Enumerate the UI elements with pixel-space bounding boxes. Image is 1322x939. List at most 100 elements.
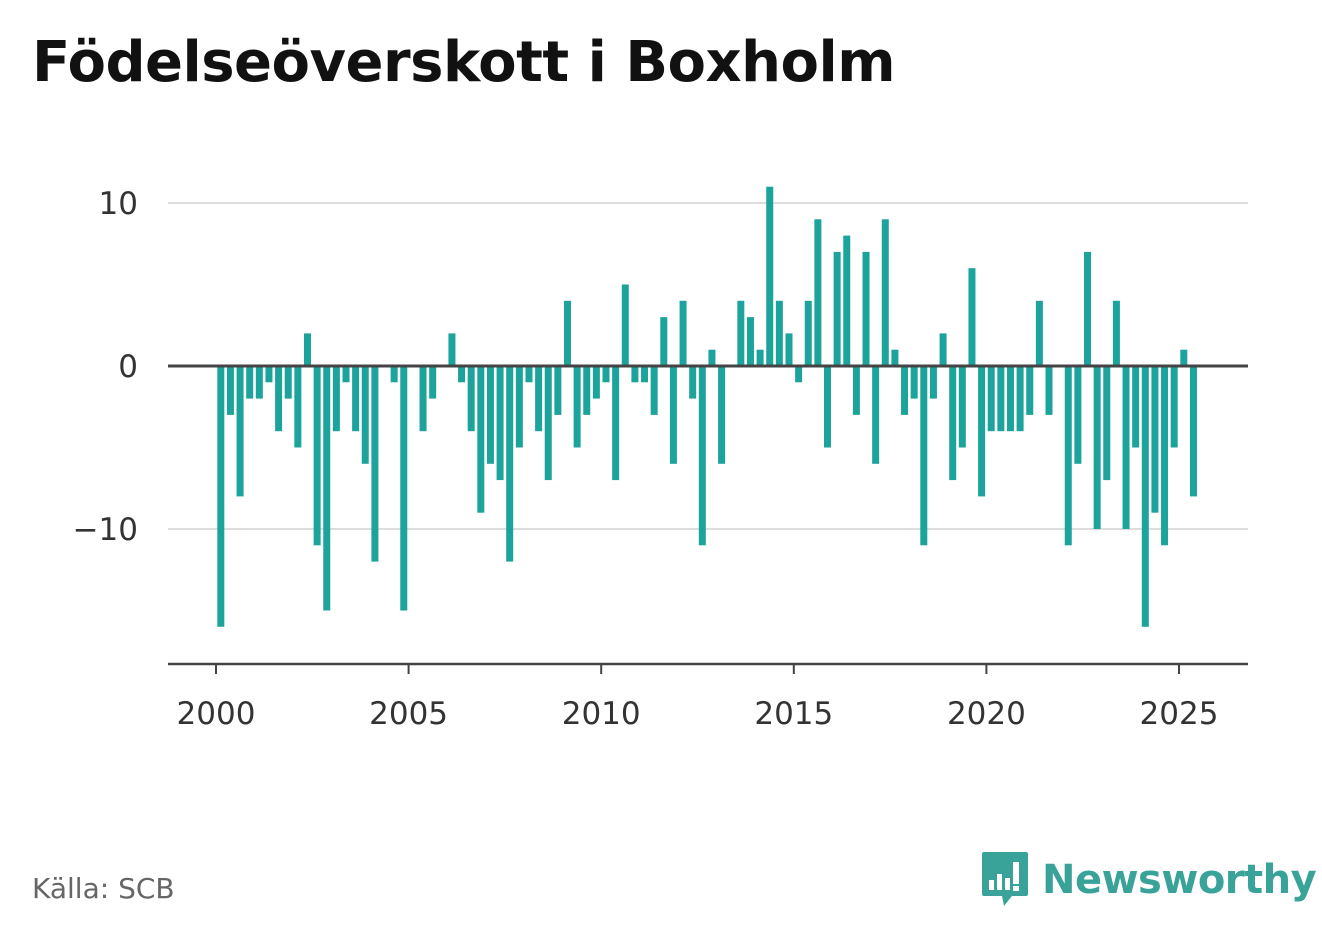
bar [872,366,880,464]
y-tick-label: 0 [118,349,138,385]
bar [1112,300,1120,366]
bar [987,366,995,432]
bar [833,251,841,366]
x-tick-label: 2000 [177,696,256,732]
bar [564,300,571,366]
bar [284,366,292,399]
bar [246,366,254,399]
bar [371,366,379,562]
bar [400,366,408,611]
bar [1122,366,1130,529]
bar [1074,366,1082,464]
bar [1161,366,1169,546]
bar [544,366,552,481]
bar [689,366,697,399]
bar [939,333,947,366]
tick-labels: 10 0 −10 2000 2005 2010 2015 2020 2025 [73,186,1219,732]
bar [775,300,783,366]
bar [698,366,706,546]
bar [1189,366,1197,497]
bar [303,333,311,366]
bar [621,284,629,366]
bar [592,366,600,399]
bar [881,219,889,366]
bar [226,366,234,415]
brand-logo[interactable]: Newsworthy [980,850,1317,910]
bar [1093,366,1101,529]
bar [669,366,677,464]
bar [217,366,225,627]
bar [679,300,687,366]
bar [1141,366,1149,627]
bar [496,366,504,481]
bar [525,366,533,383]
bar [862,251,870,366]
bar [1103,366,1111,481]
bar [785,333,793,366]
bar [1064,366,1072,546]
bar [419,366,427,432]
bar [660,317,668,366]
bar [852,366,860,415]
bar [448,333,456,366]
bar [236,366,244,497]
bar [486,366,494,464]
bar [1151,366,1159,513]
bar [294,366,302,448]
bar [573,366,581,448]
bar [342,366,350,383]
bar [477,366,485,513]
bar [612,366,620,481]
bar [1132,366,1140,448]
bar [265,366,273,383]
bar [920,366,928,546]
bar [901,366,909,415]
bar [650,366,658,415]
bar [583,366,591,415]
bar [631,366,639,383]
bar [429,366,437,399]
bar [766,186,774,366]
bar [746,317,754,366]
bar [1170,366,1178,448]
bar [458,366,466,383]
bar [718,366,726,464]
bar [535,366,543,432]
newsworthy-logo-icon [982,852,1028,906]
bar [313,366,321,546]
bar [554,366,562,415]
bar [949,366,957,481]
brand-name: Newsworthy [1042,857,1317,903]
x-tick-label: 2015 [754,696,833,732]
bar [361,366,369,464]
bar [275,366,283,432]
bar [814,219,822,366]
y-tick-label: −10 [73,512,138,548]
bar [843,235,851,366]
bar [1006,366,1014,432]
source-label: Källa: SCB [32,872,175,905]
bar [1035,300,1043,366]
chart-title: Födelseöverskott i Boxholm [32,30,896,95]
bar [1180,349,1188,366]
bar [515,366,523,448]
bar [467,366,475,432]
bar [1016,366,1024,432]
bar [255,366,263,399]
x-tick-label: 2010 [562,696,641,732]
bar [390,366,398,383]
axes [168,364,1248,674]
bar [332,366,340,432]
bar [1026,366,1034,415]
bar [891,349,899,366]
bar [997,366,1005,432]
bar [1045,366,1053,415]
x-tick-label: 2005 [369,696,448,732]
bar [929,366,937,399]
bar [641,366,649,383]
bar [824,366,831,448]
bar [795,366,803,383]
bar [323,366,331,611]
bar [708,349,716,366]
